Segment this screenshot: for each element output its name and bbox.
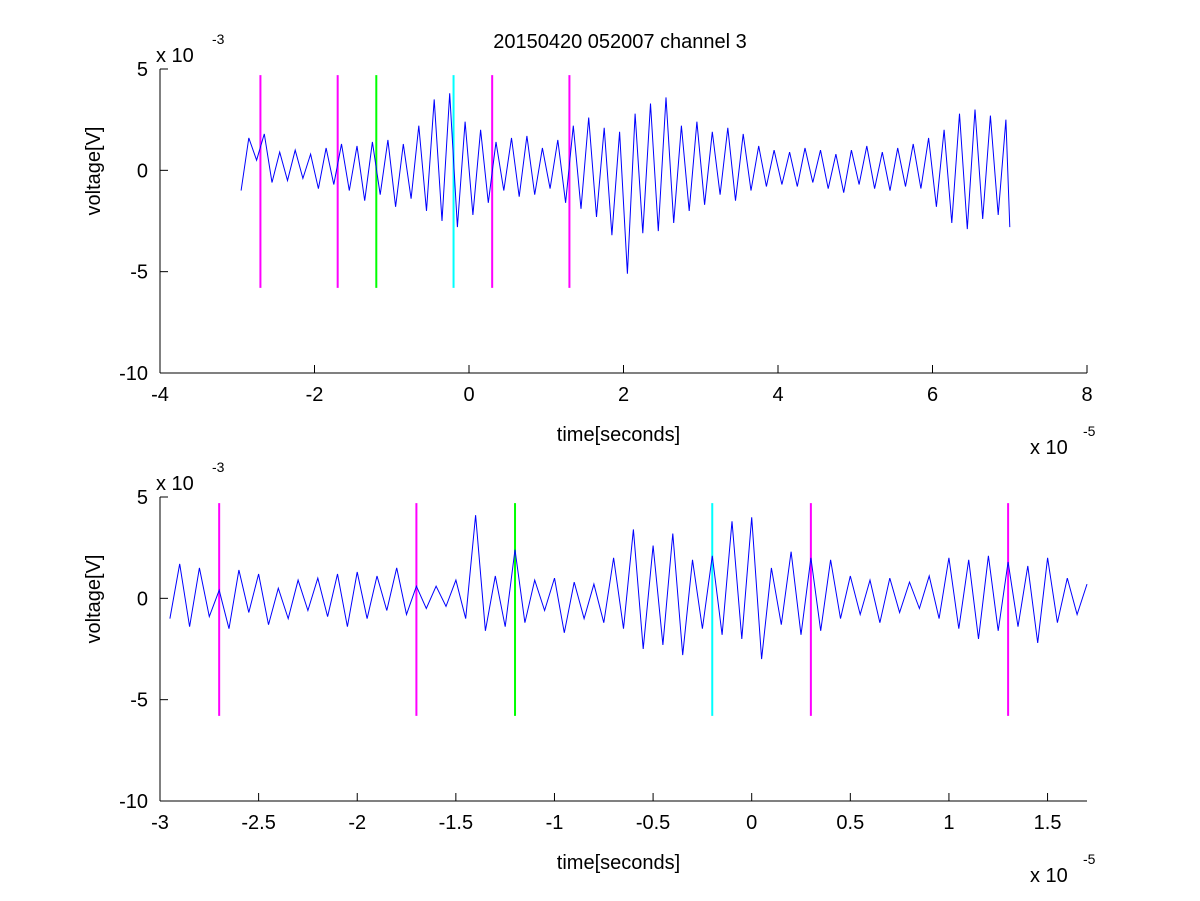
x-tick-label: -0.5 [636, 812, 670, 834]
y-tick-label: 5 [137, 59, 148, 81]
x-tick-label: 1 [943, 812, 954, 834]
x-exponent: -5 [1083, 851, 1096, 867]
x-tick-label: 0 [746, 812, 757, 834]
y-multiplier: x 10 [156, 473, 194, 495]
x-tick-label: -1.5 [439, 812, 473, 834]
x-multiplier: x 10 [1030, 865, 1068, 887]
y-tick-label: -10 [119, 363, 148, 385]
x-exponent: -5 [1083, 423, 1096, 439]
x-tick-label: -2 [348, 812, 366, 834]
y-tick-label: 5 [137, 487, 148, 509]
x-tick-label: 6 [927, 384, 938, 406]
x-tick-label: 2 [618, 384, 629, 406]
x-tick-label: 8 [1081, 384, 1092, 406]
x-tick-label: -4 [151, 384, 169, 406]
x-tick-label: -3 [151, 812, 169, 834]
y-axis-label: voltage[V] [83, 555, 105, 644]
x-tick-label: -1 [546, 812, 564, 834]
y-axis-label: voltage[V] [83, 127, 105, 216]
x-axis-label: time[seconds] [557, 852, 680, 874]
x-tick-label: -2.5 [241, 812, 275, 834]
top-axes: -4 -2 0 2 4 6 8 5 0 -5 -10 time[seconds] voltage[V] x… [83, 31, 1096, 459]
signal-line [240, 93, 1011, 274]
signal-line [169, 515, 1088, 660]
y-tick-label: 0 [137, 160, 148, 182]
y-exponent: -3 [212, 31, 225, 47]
x-tick-label: 0 [463, 384, 474, 406]
y-multiplier: x 10 [156, 45, 194, 67]
y-exponent: -3 [212, 459, 225, 475]
x-tick-label: 1.5 [1034, 812, 1062, 834]
x-tick-label: 4 [772, 384, 783, 406]
y-tick-label: -5 [130, 262, 148, 284]
y-tick-label: 0 [137, 588, 148, 610]
y-tick-label: -10 [119, 791, 148, 813]
bottom-axes: -3 -2.5 -2 -1.5 -1 -0.5 0 0.5 1 1.5 5 0 -5 -10 time[se… [83, 459, 1096, 887]
figure-title: 20150420 052007 channel 3 [493, 31, 747, 53]
y-tick-label: -5 [130, 690, 148, 712]
x-axis-label: time[seconds] [557, 424, 680, 446]
x-tick-label: 0.5 [836, 812, 864, 834]
x-tick-label: -2 [306, 384, 324, 406]
x-multiplier: x 10 [1030, 437, 1068, 459]
